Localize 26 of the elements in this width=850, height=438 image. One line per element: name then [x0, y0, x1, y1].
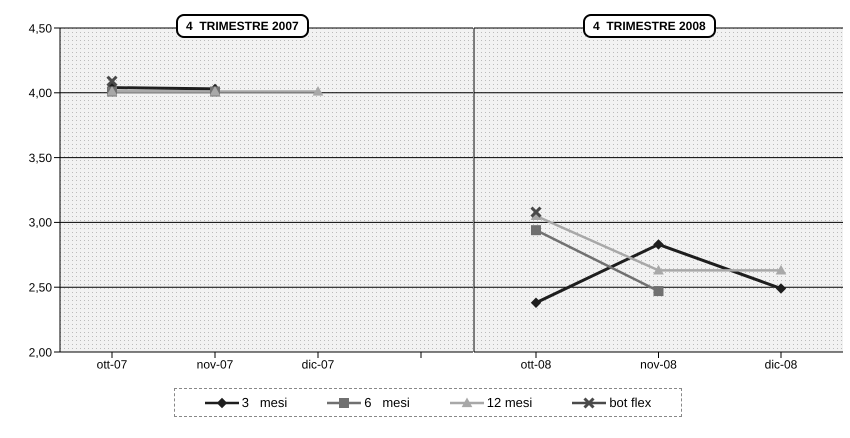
point — [654, 265, 664, 274]
legend-label: bot flex — [609, 395, 652, 410]
point — [776, 265, 786, 274]
x-tick-label: ott-07 — [96, 358, 128, 372]
legend-label: 12 mesi — [486, 395, 532, 410]
point — [530, 206, 542, 218]
legend-label: 3 mesi — [242, 395, 288, 410]
x-tick-label: nov-07 — [196, 358, 234, 372]
y-tick-label: 4,50 — [28, 21, 52, 36]
annotation: 4 TRIMESTRE 2007 — [176, 14, 309, 38]
x-tick-label: ott-08 — [520, 358, 552, 372]
x-tick-label: dic-07 — [302, 358, 335, 372]
y-tick-label: 2,50 — [28, 280, 52, 294]
point — [654, 239, 664, 250]
y-tick-label: 2,00 — [28, 345, 52, 360]
annotation: 4 TRIMESTRE 2008 — [583, 14, 716, 38]
x-tick-label: nov-08 — [640, 358, 678, 372]
x-tick-label: dic-08 — [764, 358, 798, 372]
point — [531, 298, 541, 308]
y-tick-label: 4,00 — [28, 86, 52, 100]
y-tick-label: 3,50 — [28, 150, 52, 165]
point — [776, 283, 786, 294]
point — [531, 225, 541, 236]
legend-label: 6 mesi — [364, 395, 410, 410]
y-tick-label: 3,00 — [28, 216, 52, 230]
point — [654, 286, 664, 296]
